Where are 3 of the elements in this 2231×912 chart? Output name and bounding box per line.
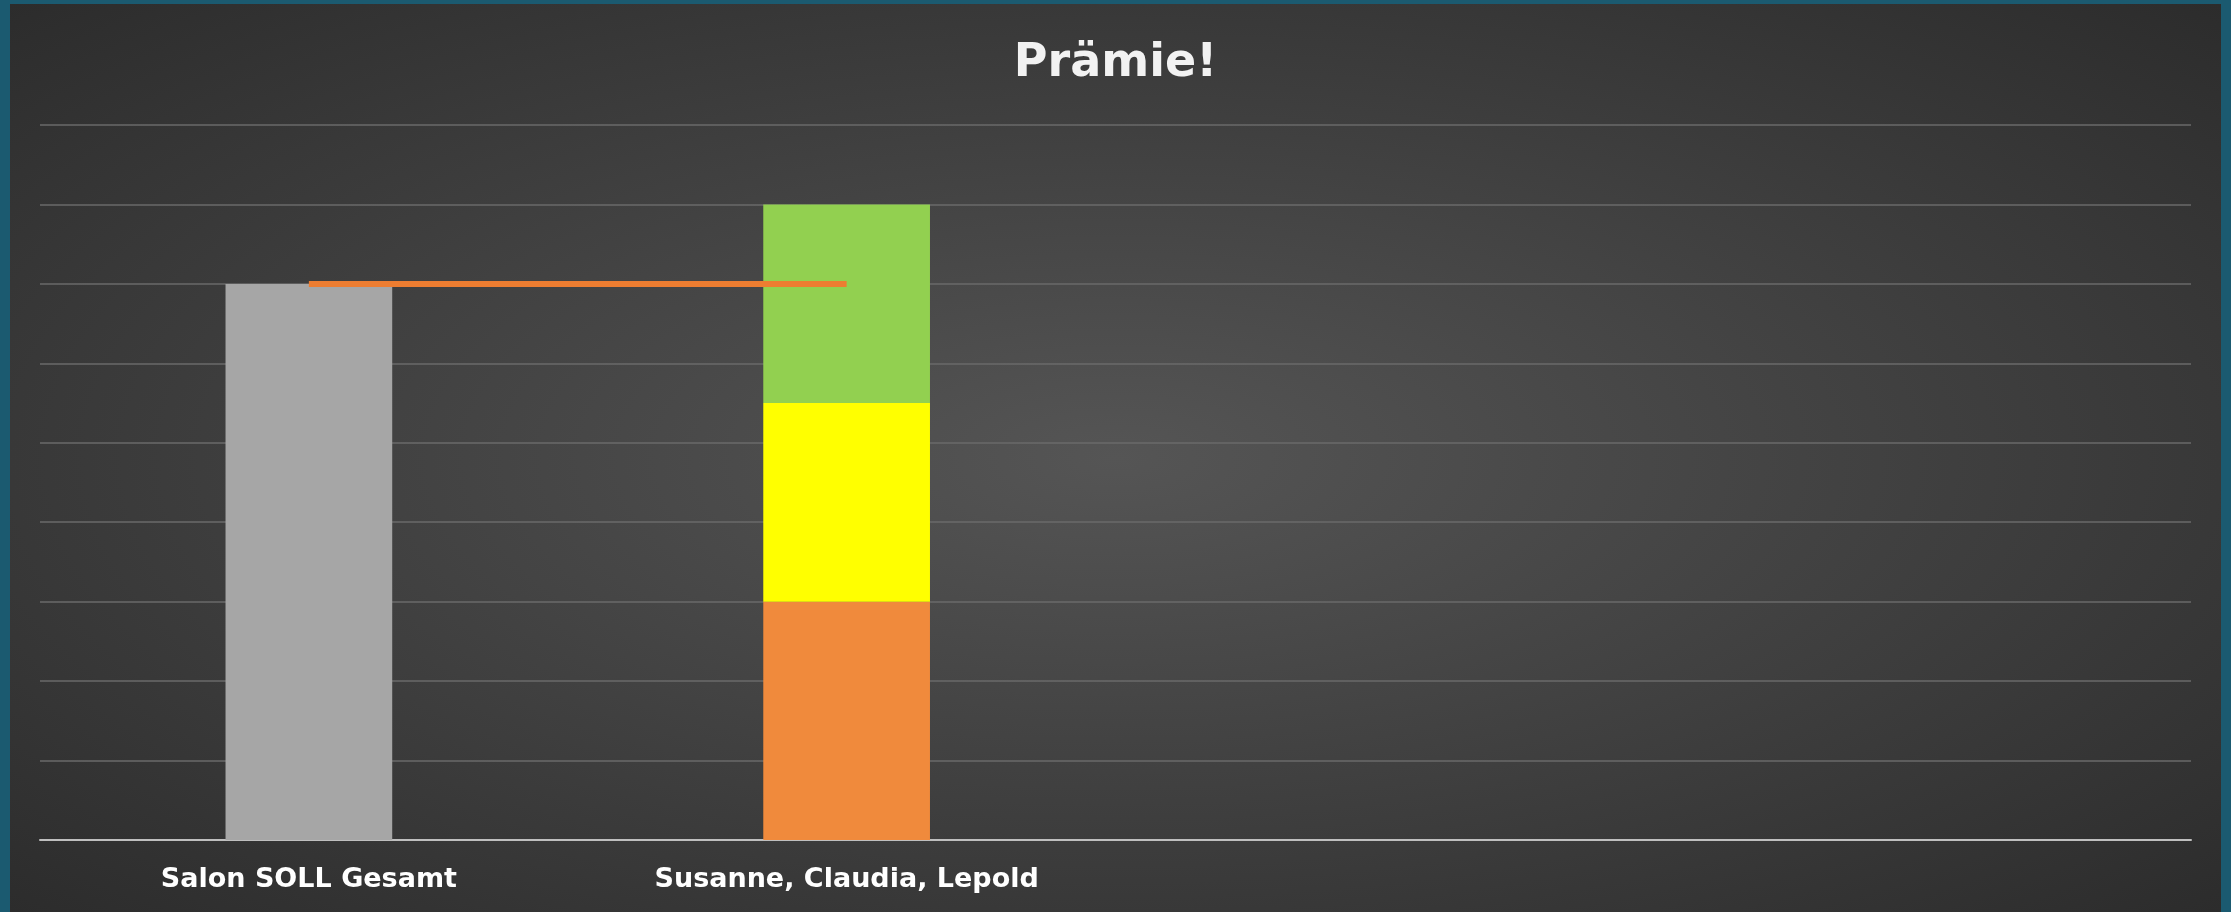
x-tick-label: Susanne, Claudia, Lepold [654,862,1039,893]
chart-title: Prämie! [1013,33,1218,87]
x-tick-label: Salon SOLL Gesamt [160,862,458,893]
